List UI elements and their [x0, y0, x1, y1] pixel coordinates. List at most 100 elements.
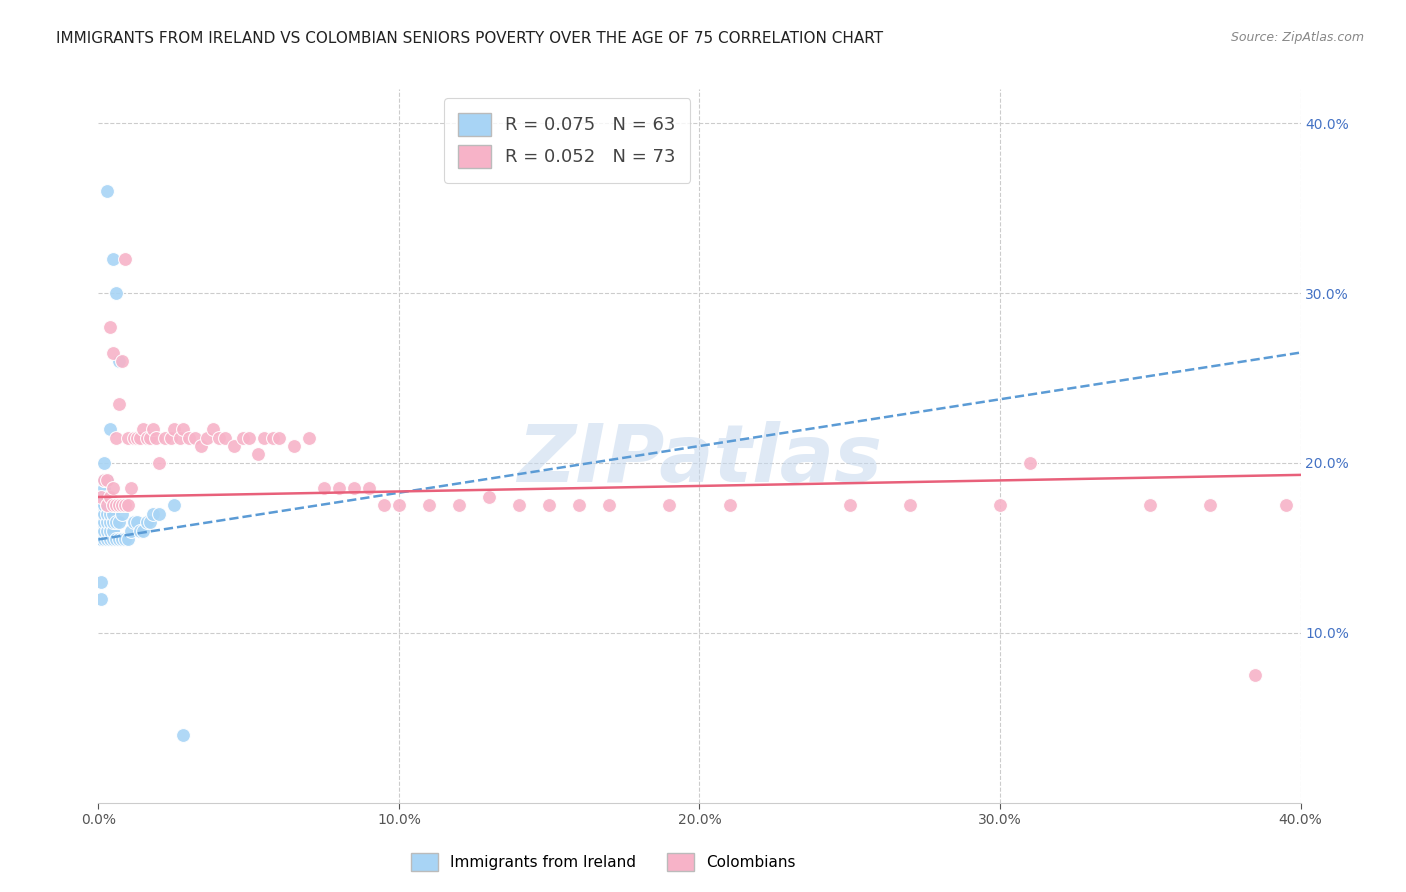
Point	[328, 482, 350, 496]
Point	[96, 473, 118, 487]
Point	[108, 516, 131, 530]
Point	[283, 439, 305, 453]
Point	[93, 533, 115, 547]
Point	[100, 516, 122, 530]
Text: Source: ZipAtlas.com: Source: ZipAtlas.com	[1230, 31, 1364, 45]
Point	[117, 430, 139, 444]
Point	[1244, 668, 1267, 682]
Point	[90, 533, 112, 547]
Point	[103, 507, 125, 521]
Point	[90, 499, 112, 513]
Point	[108, 533, 131, 547]
Point	[90, 591, 112, 606]
Point	[538, 499, 561, 513]
Point	[103, 499, 125, 513]
Point	[103, 482, 125, 496]
Point	[718, 499, 741, 513]
Point	[96, 473, 118, 487]
Point	[124, 516, 146, 530]
Point	[111, 507, 134, 521]
Point	[103, 252, 125, 266]
Point	[132, 524, 155, 538]
Point	[357, 482, 380, 496]
Point	[172, 728, 194, 742]
Point	[253, 430, 276, 444]
Point	[141, 422, 163, 436]
Point	[114, 499, 136, 513]
Point	[162, 499, 184, 513]
Point	[201, 422, 224, 436]
Point	[898, 499, 921, 513]
Point	[114, 252, 136, 266]
Point	[568, 499, 591, 513]
Point	[121, 524, 143, 538]
Point	[96, 184, 118, 198]
Point	[312, 482, 335, 496]
Point	[105, 533, 128, 547]
Point	[658, 499, 681, 513]
Point	[262, 430, 284, 444]
Point	[96, 499, 118, 513]
Point	[169, 430, 191, 444]
Point	[138, 430, 160, 444]
Point	[114, 533, 136, 547]
Point	[135, 430, 157, 444]
Point	[90, 524, 112, 538]
Point	[127, 430, 149, 444]
Point	[138, 516, 160, 530]
Point	[172, 422, 194, 436]
Point	[214, 430, 236, 444]
Point	[90, 574, 112, 589]
Point	[232, 430, 254, 444]
Point	[111, 533, 134, 547]
Point	[105, 499, 128, 513]
Point	[100, 507, 122, 521]
Point	[93, 516, 115, 530]
Point	[838, 499, 860, 513]
Text: IMMIGRANTS FROM IRELAND VS COLOMBIAN SENIORS POVERTY OVER THE AGE OF 75 CORRELAT: IMMIGRANTS FROM IRELAND VS COLOMBIAN SEN…	[56, 31, 883, 46]
Point	[447, 499, 470, 513]
Point	[90, 499, 112, 513]
Point	[1199, 499, 1222, 513]
Point	[108, 354, 131, 368]
Point	[96, 499, 118, 513]
Point	[222, 439, 245, 453]
Point	[1139, 499, 1161, 513]
Point	[1019, 456, 1042, 470]
Point	[100, 422, 122, 436]
Point	[148, 456, 170, 470]
Point	[162, 422, 184, 436]
Point	[90, 524, 112, 538]
Point	[373, 499, 395, 513]
Point	[105, 499, 128, 513]
Point	[195, 430, 218, 444]
Point	[108, 499, 131, 513]
Point	[298, 430, 321, 444]
Legend: Immigrants from Ireland, Colombians: Immigrants from Ireland, Colombians	[405, 847, 803, 877]
Point	[988, 499, 1011, 513]
Point	[96, 516, 118, 530]
Point	[388, 499, 411, 513]
Point	[90, 490, 112, 504]
Point	[111, 499, 134, 513]
Point	[132, 422, 155, 436]
Point	[103, 499, 125, 513]
Point	[96, 507, 118, 521]
Point	[141, 507, 163, 521]
Point	[90, 533, 112, 547]
Point	[93, 490, 115, 504]
Point	[96, 533, 118, 547]
Point	[117, 533, 139, 547]
Point	[111, 354, 134, 368]
Point	[90, 507, 112, 521]
Text: ZIPatlas: ZIPatlas	[517, 421, 882, 500]
Point	[100, 490, 122, 504]
Point	[129, 430, 152, 444]
Point	[267, 430, 290, 444]
Point	[93, 456, 115, 470]
Point	[1274, 499, 1296, 513]
Point	[124, 430, 146, 444]
Point	[208, 430, 231, 444]
Point	[90, 507, 112, 521]
Point	[103, 533, 125, 547]
